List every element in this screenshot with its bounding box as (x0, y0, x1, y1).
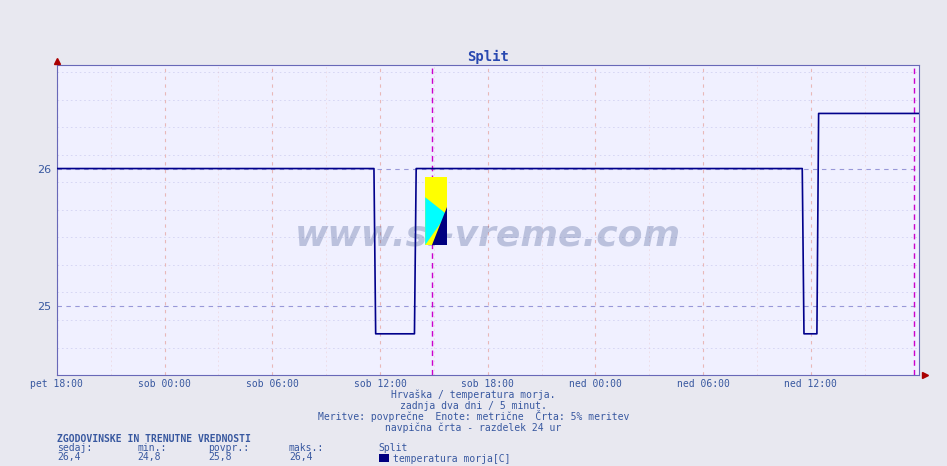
Text: Hrvaška / temperatura morja.: Hrvaška / temperatura morja. (391, 390, 556, 400)
Text: Split: Split (379, 443, 408, 452)
Text: www.si-vreme.com: www.si-vreme.com (295, 219, 681, 253)
Text: zadnja dva dni / 5 minut.: zadnja dva dni / 5 minut. (400, 401, 547, 411)
Text: 26,4: 26,4 (289, 452, 313, 462)
Text: 24,8: 24,8 (137, 452, 161, 462)
Polygon shape (425, 197, 447, 245)
Text: Meritve: povprečne  Enote: metrične  Črta: 5% meritev: Meritve: povprečne Enote: metrične Črta:… (318, 411, 629, 422)
Text: temperatura morja[C]: temperatura morja[C] (393, 453, 510, 464)
Text: min.:: min.: (137, 443, 167, 452)
Text: ZGODOVINSKE IN TRENUTNE VREDNOSTI: ZGODOVINSKE IN TRENUTNE VREDNOSTI (57, 434, 251, 444)
Text: sedaj:: sedaj: (57, 443, 92, 452)
Text: 25,8: 25,8 (208, 452, 232, 462)
Text: povpr.:: povpr.: (208, 443, 249, 452)
Polygon shape (432, 207, 447, 245)
Title: Split: Split (467, 50, 509, 64)
Bar (425, 177, 447, 245)
Text: maks.:: maks.: (289, 443, 324, 452)
Text: navpična črta - razdelek 24 ur: navpična črta - razdelek 24 ur (385, 423, 562, 433)
Text: 26,4: 26,4 (57, 452, 80, 462)
